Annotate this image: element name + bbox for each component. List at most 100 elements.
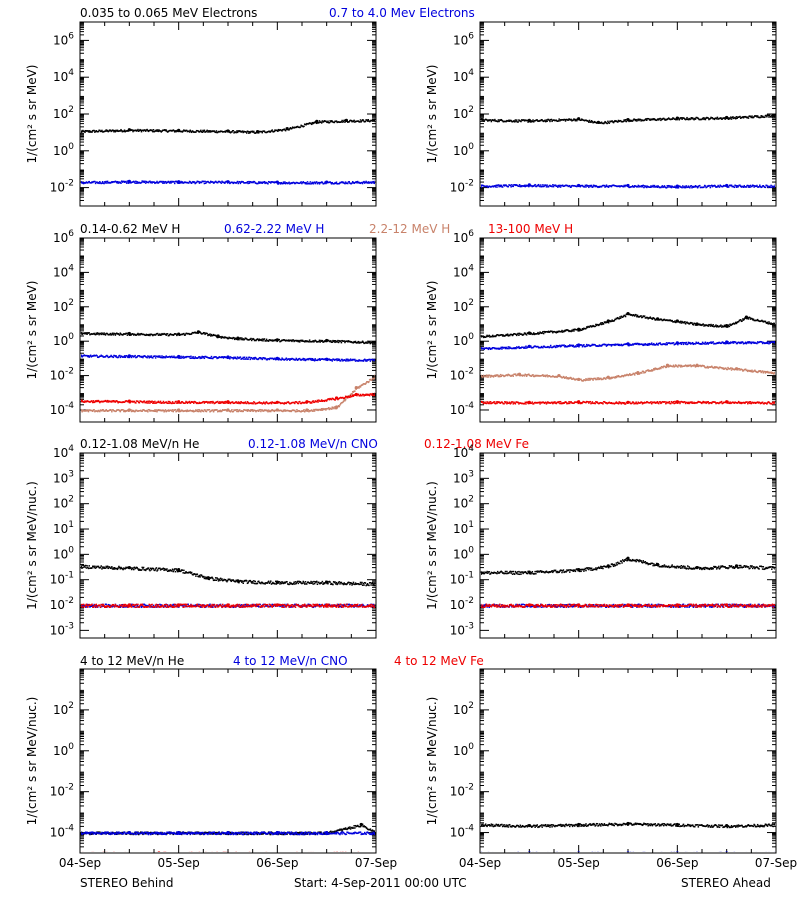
panel-row2-behind-series-0-trace xyxy=(366,342,369,344)
panel-row1-ahead-series-1-trace xyxy=(662,186,665,188)
panel-row1-ahead-series-0-trace xyxy=(703,118,705,121)
panel-row2-behind-series-1-trace xyxy=(233,356,235,359)
panel-row1-ahead-series-0-trace xyxy=(768,116,770,118)
panel-row2-behind-series-2-trace xyxy=(192,409,194,412)
panel-row2-behind-series-0-trace xyxy=(147,334,150,337)
panel-row2-ahead-series-1-trace xyxy=(508,347,510,350)
panel-row2-ahead-series-0-trace xyxy=(523,333,525,336)
panel-row2-behind-series-0-trace xyxy=(97,332,100,335)
legend-cno-low: 0.12-1.08 MeV/n CNO xyxy=(248,437,378,451)
panel-row1-ahead-series-0-trace xyxy=(774,113,775,116)
panel-row2-behind-series-2-trace xyxy=(147,410,149,413)
panel-row2-behind-series-0-trace xyxy=(220,337,223,339)
panel-row1-behind-series-0-trace xyxy=(207,131,209,133)
panel-row1-behind-series-0-trace xyxy=(109,129,112,131)
panel-row2-behind-series-1-trace xyxy=(328,358,331,360)
panel-row2-ahead-series-1-trace xyxy=(590,344,593,347)
panel-row1-behind-series-1-trace xyxy=(106,180,109,183)
panel-row1-behind-series-1-trace xyxy=(311,181,314,184)
panel-row2-behind-series-1-trace xyxy=(330,359,333,361)
panel-row1-ahead-series-1-trace xyxy=(519,185,522,188)
panel-row2-behind-series-1-trace xyxy=(258,357,260,360)
panel-row1-behind-series-1-trace xyxy=(331,181,333,184)
panel-row1-behind-series-0-trace xyxy=(197,130,199,132)
panel-row2-behind-series-2-trace xyxy=(290,410,293,413)
panel-row1-ahead-series-0-trace xyxy=(760,115,762,117)
panel-row2-behind-series-2-trace xyxy=(236,409,239,411)
panel-row2-behind-series-1-trace xyxy=(349,358,352,360)
panel-row1-behind-series-0-trace xyxy=(106,129,109,132)
panel-row1-behind-series-0-trace xyxy=(144,130,147,132)
panel-row2-behind-series-2-trace xyxy=(163,410,165,413)
panel-row2-behind-series-0-trace xyxy=(271,339,273,341)
panel-row1-ahead-series-1-trace xyxy=(543,185,546,187)
panel-row2-ahead-series-0-trace xyxy=(751,317,753,320)
panel-row1-ahead-series-0-trace xyxy=(629,119,631,121)
panel-row2-behind-series-3-trace xyxy=(185,401,188,404)
panel-row2-behind-series-0-trace xyxy=(86,333,88,335)
panel-row1-behind-series-1-trace xyxy=(305,182,307,184)
panel-row2-behind-series-1-trace xyxy=(100,354,102,357)
panel-row1-ahead-series-0-trace xyxy=(530,121,532,123)
panel-row2-behind-series-1-trace xyxy=(198,356,201,358)
panel-row2-behind-series-2-trace xyxy=(359,386,362,388)
panel-row1-ahead-series-0-trace xyxy=(494,118,496,121)
panel-row2-behind-series-1-trace xyxy=(260,357,263,359)
panel-row2-behind-series-3-trace xyxy=(285,402,288,405)
panel-row2-behind-series-0-trace xyxy=(297,340,300,343)
panel-row1-behind-series-0-trace xyxy=(236,131,239,134)
panel-row2-behind-series-3-trace xyxy=(368,394,371,397)
panel-row1-behind-series-0-trace xyxy=(342,120,345,123)
panel-row2-behind-series-1-trace xyxy=(347,360,350,362)
panel-row2-behind-series-3-trace xyxy=(226,400,228,403)
legend-heavy-high: 4 to 12 MeV/n He 4 to 12 MeV/n CNO 4 to … xyxy=(0,654,800,668)
panel-row1-ahead-series-1-trace xyxy=(603,184,606,187)
panel-row2-ahead-series-0-trace xyxy=(486,334,488,337)
panel-row2-ahead-series-0-trace xyxy=(635,314,637,316)
panel-row1-ahead-series-1-trace xyxy=(670,186,673,189)
panel-row2-behind-series-3-trace xyxy=(228,401,230,403)
panel-row2-behind-series-0-trace xyxy=(149,334,151,337)
panel-row2-behind-series-3-trace xyxy=(176,402,179,404)
panel-row2-behind-series-3-trace xyxy=(147,402,150,404)
panel-row2-behind-series-3-trace xyxy=(197,402,200,405)
panel-row2-ahead-series-0-trace xyxy=(695,323,697,326)
panel-row2-ahead-series-0-trace xyxy=(752,318,755,320)
panel-row2-behind-series-1-trace xyxy=(276,358,278,361)
panel-row2-behind-series-2-trace xyxy=(284,409,286,411)
panel-row2-behind-series-0-trace xyxy=(103,332,105,334)
panel-row1-ahead-series-1-trace xyxy=(756,184,758,187)
panel-row2-behind-series-2-trace xyxy=(300,410,302,413)
panel-row1-behind-series-0-trace xyxy=(175,130,177,133)
panel-row2-behind-series-0-trace xyxy=(304,340,307,342)
panel-row2-behind-series-2-trace xyxy=(320,409,322,411)
panel-row2-ahead-series-1-trace xyxy=(564,344,567,347)
panel-row1-ahead-series-1-trace xyxy=(747,186,750,188)
panel-row2-behind-series-2-trace xyxy=(168,410,170,412)
panel-row1-ahead-series-1-trace xyxy=(690,185,693,187)
panel-row1-behind-series-0-trace xyxy=(84,131,86,134)
panel-row1-ahead-series-1-trace xyxy=(537,183,540,186)
panel-row1-behind-series-1-trace xyxy=(204,180,206,183)
panel-row2-behind-series-2-trace xyxy=(176,410,178,412)
panel-row2-behind-series-1-trace xyxy=(112,356,114,359)
panel-row2-ahead-series-0-trace xyxy=(561,329,563,332)
panel-row2-behind-series-2-trace xyxy=(317,409,319,412)
panel-row1-ahead-series-1-trace xyxy=(510,186,512,188)
panel-row1-behind-series-0-trace xyxy=(123,129,126,131)
panel-row1-behind-series-0-trace xyxy=(101,129,103,132)
panel-row1-ahead-series-1-trace xyxy=(546,184,548,186)
panel-row2-ahead-series-0-trace xyxy=(715,324,717,326)
panel-row2-behind-series-3-trace xyxy=(167,400,170,403)
panel-row2-behind-series-1-trace xyxy=(362,360,365,362)
panel-row2-behind-series-1-trace xyxy=(302,357,305,360)
panel-row2-behind-series-1-trace xyxy=(159,355,161,357)
panel-row2-ahead-series-0-trace xyxy=(567,329,570,332)
panel-row2-behind-series-3 xyxy=(81,392,375,405)
panel-row1-ahead-series-0-trace xyxy=(761,116,763,118)
panel-row2-behind-series-2-trace xyxy=(84,410,87,412)
panel-row2-behind-series-2-trace xyxy=(249,410,252,412)
panel-row1-behind-series-0-trace xyxy=(315,121,317,124)
panel-row1-behind-series-0-trace xyxy=(177,130,179,133)
panel-row2-ahead-series-0-trace xyxy=(706,324,709,327)
